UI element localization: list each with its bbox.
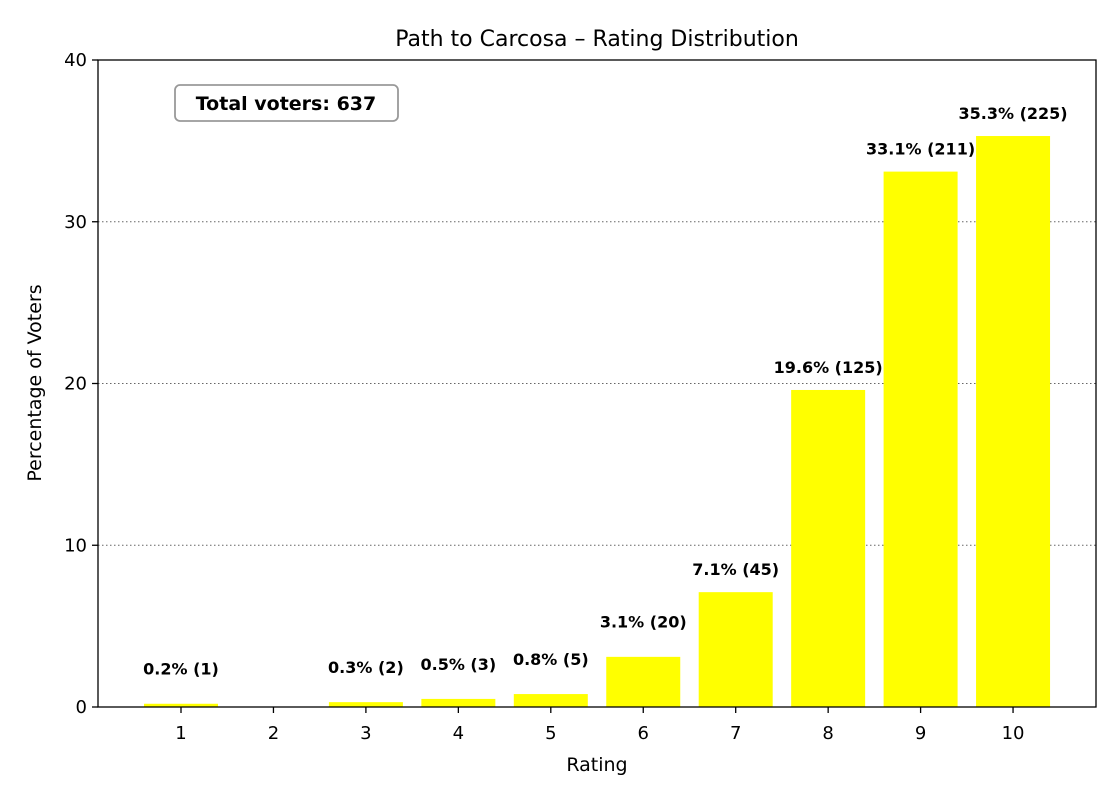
y-axis-label: Percentage of Voters (24, 284, 46, 481)
bar-rating-6 (606, 656, 681, 707)
y-tick-label: 0 (76, 697, 87, 718)
bar-rating-4 (421, 698, 496, 707)
x-tick-label: 4 (453, 723, 464, 744)
data-label: 7.1% (45) (692, 560, 779, 579)
bar-rating-9 (883, 171, 958, 708)
y-tick-label: 30 (64, 212, 87, 233)
x-tick-label: 9 (915, 723, 926, 744)
y-tick-label: 40 (64, 50, 87, 71)
bar-rating-10 (976, 136, 1051, 707)
bar-rating-3 (328, 702, 403, 707)
bar-rating-7 (698, 592, 773, 707)
x-tick-label: 3 (360, 723, 371, 744)
data-label: 35.3% (225) (958, 104, 1067, 123)
data-label: 3.1% (20) (600, 613, 687, 632)
bar-rating-5 (513, 694, 588, 707)
data-label: 33.1% (211) (866, 140, 975, 159)
chart-title: Path to Carcosa – Rating Distribution (395, 27, 799, 52)
x-tick-label: 2 (268, 723, 279, 744)
x-tick-label: 1 (175, 723, 186, 744)
x-tick-label: 8 (822, 723, 833, 744)
bar-rating-1 (144, 703, 218, 707)
x-tick-label: 10 (1002, 723, 1025, 744)
data-label: 0.5% (3) (420, 655, 496, 674)
x-tick-label: 5 (545, 723, 556, 744)
y-tick-label: 10 (64, 535, 87, 556)
data-label: 0.8% (5) (513, 650, 589, 669)
data-label: 0.2% (1) (143, 660, 219, 679)
data-label: 0.3% (2) (328, 658, 404, 677)
y-tick-label: 20 (64, 374, 87, 395)
total-voters-box (174, 84, 399, 122)
total-voters-annotation: Total voters: 637 (196, 93, 376, 115)
bar-rating-8 (791, 389, 866, 707)
x-tick-label: 7 (730, 723, 741, 744)
x-axis-label: Rating (566, 754, 627, 776)
x-tick-label: 6 (638, 723, 649, 744)
data-label: 19.6% (125) (774, 358, 883, 377)
